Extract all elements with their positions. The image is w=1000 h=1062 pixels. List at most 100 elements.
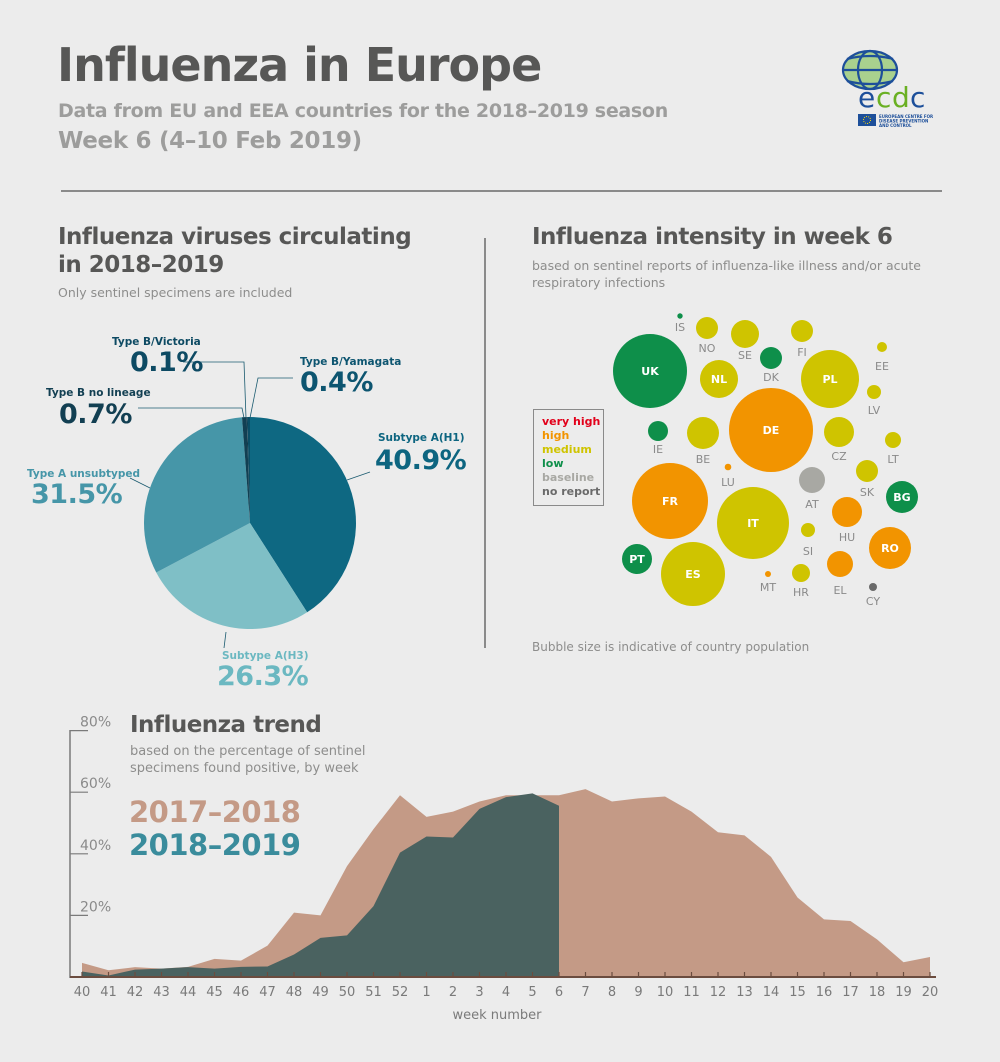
bubble-label: LV bbox=[868, 404, 881, 417]
x-tick-label: 11 bbox=[683, 985, 700, 1000]
leader-line bbox=[129, 477, 151, 489]
x-tick-label: 41 bbox=[100, 985, 117, 1000]
bubble-no bbox=[696, 317, 718, 339]
y-tick-label: 80% bbox=[80, 715, 111, 731]
leader-line bbox=[183, 361, 247, 419]
bubble-label: UK bbox=[641, 365, 659, 378]
bubble-cy bbox=[869, 583, 877, 591]
legend-item: high bbox=[542, 429, 570, 442]
bubble-label: AT bbox=[805, 498, 819, 511]
bubble-label: CZ bbox=[831, 450, 847, 463]
bubble-label: IE bbox=[653, 443, 663, 456]
week-label: Week 6 (4–10 Feb 2019) bbox=[58, 128, 362, 154]
trend-note: based on the percentage of sentinel spec… bbox=[130, 744, 366, 776]
bubble-bg bbox=[886, 481, 918, 513]
x-tick-label: 40 bbox=[74, 985, 91, 1000]
legend-item: medium bbox=[542, 443, 592, 456]
bubble-label: DK bbox=[763, 371, 779, 384]
bubble-dk bbox=[760, 347, 782, 369]
leader-line bbox=[223, 631, 227, 649]
bubble-label: BE bbox=[696, 453, 711, 466]
bubble-fr bbox=[632, 463, 708, 539]
pie-slice bbox=[242, 417, 250, 523]
pie-slice bbox=[156, 523, 308, 629]
bubble-cz bbox=[824, 417, 854, 447]
bubble-label: NL bbox=[711, 373, 727, 386]
pie-label-unsubtyped: Type A unsubtyped bbox=[27, 468, 141, 480]
page-subtitle: Data from EU and EEA countries for the 2… bbox=[58, 100, 668, 122]
svg-text:AND CONTROL: AND CONTROL bbox=[879, 123, 912, 128]
x-tick-label: 8 bbox=[608, 985, 616, 1000]
header-divider bbox=[61, 190, 942, 192]
bubble-de bbox=[729, 388, 813, 472]
svg-text:c: c bbox=[910, 81, 925, 114]
leader-line bbox=[346, 471, 371, 481]
bubble-label: DE bbox=[763, 424, 780, 437]
x-tick-label: 14 bbox=[763, 985, 780, 1000]
bubble-pt bbox=[622, 544, 652, 574]
bubble-es bbox=[661, 542, 725, 606]
viruses-title: Influenza viruses circulating in 2018–20… bbox=[58, 224, 412, 278]
x-tick-label: 43 bbox=[153, 985, 170, 1000]
svg-text:d: d bbox=[892, 81, 910, 114]
legend-item: low bbox=[542, 457, 564, 470]
pie-slice bbox=[247, 417, 250, 523]
x-tick-label: 52 bbox=[392, 985, 409, 1000]
svg-text:c: c bbox=[876, 81, 891, 114]
intensity-title: Influenza intensity in week 6 bbox=[532, 224, 893, 250]
bubble-hu bbox=[832, 497, 862, 527]
y-tick-label: 40% bbox=[80, 838, 111, 854]
x-tick-label: 19 bbox=[895, 985, 912, 1000]
bubble-footnote: Bubble size is indicative of country pop… bbox=[532, 640, 810, 654]
bubble-label: IS bbox=[675, 321, 685, 334]
pie-value-unsubtyped: 31.5% bbox=[31, 479, 123, 510]
bubble-label: EE bbox=[875, 360, 889, 373]
bubble-uk bbox=[613, 334, 687, 408]
intensity-legend: very high high medium low baseline no report bbox=[533, 409, 604, 506]
svg-text:EUROPEAN CENTRE FOR: EUROPEAN CENTRE FOR bbox=[879, 114, 933, 119]
svg-text:DISEASE PREVENTION: DISEASE PREVENTION bbox=[879, 119, 928, 124]
area-2018-2019 bbox=[82, 793, 559, 977]
bubble-ie bbox=[648, 421, 668, 441]
bubble-label: IT bbox=[747, 517, 759, 530]
x-tick-label: 3 bbox=[475, 985, 483, 1000]
x-tick-label: 48 bbox=[286, 985, 303, 1000]
x-tick-label: 18 bbox=[869, 985, 886, 1000]
bubble-se bbox=[731, 320, 759, 348]
bubble-el bbox=[827, 551, 853, 577]
x-tick-label: 6 bbox=[555, 985, 563, 1000]
bubble-label: BG bbox=[893, 491, 910, 504]
bubble-label: EL bbox=[833, 584, 847, 597]
bubble-si bbox=[801, 523, 815, 537]
bubble-label: SE bbox=[738, 349, 752, 362]
pie-label-victoria: Type B/Victoria bbox=[112, 336, 201, 348]
ecdc-logo: e c d c EUROPEAN CENTRE FOR DISEASE PREV… bbox=[838, 48, 938, 130]
x-tick-label: 20 bbox=[922, 985, 939, 1000]
pie-label-h1: Subtype A(H1) bbox=[378, 432, 465, 444]
x-tick-label: 42 bbox=[127, 985, 144, 1000]
y-tick-label: 20% bbox=[80, 899, 111, 915]
svg-text:e: e bbox=[858, 81, 875, 114]
bubble-is bbox=[677, 313, 683, 319]
bubble-hr bbox=[792, 564, 810, 582]
bubble-label: PT bbox=[629, 553, 645, 566]
x-tick-label: 16 bbox=[816, 985, 833, 1000]
pie-value-nolineage: 0.7% bbox=[59, 399, 132, 430]
intensity-note: based on sentinel reports of influenza-l… bbox=[532, 258, 921, 290]
x-tick-label: 10 bbox=[657, 985, 674, 1000]
bubble-label: HU bbox=[839, 531, 855, 544]
bubble-label: SI bbox=[803, 545, 813, 558]
viruses-note: Only sentinel specimens are included bbox=[58, 285, 293, 300]
bubble-ro bbox=[869, 527, 911, 569]
bubble-label: MT bbox=[760, 581, 776, 594]
x-tick-label: 50 bbox=[339, 985, 356, 1000]
legend-item: very high bbox=[542, 415, 601, 428]
pie-value-h1: 40.9% bbox=[375, 445, 467, 476]
x-tick-label: 4 bbox=[502, 985, 510, 1000]
x-tick-label: 51 bbox=[365, 985, 382, 1000]
x-tick-label: 13 bbox=[736, 985, 753, 1000]
x-tick-label: 7 bbox=[581, 985, 589, 1000]
pie-value-victoria: 0.1% bbox=[130, 347, 203, 378]
